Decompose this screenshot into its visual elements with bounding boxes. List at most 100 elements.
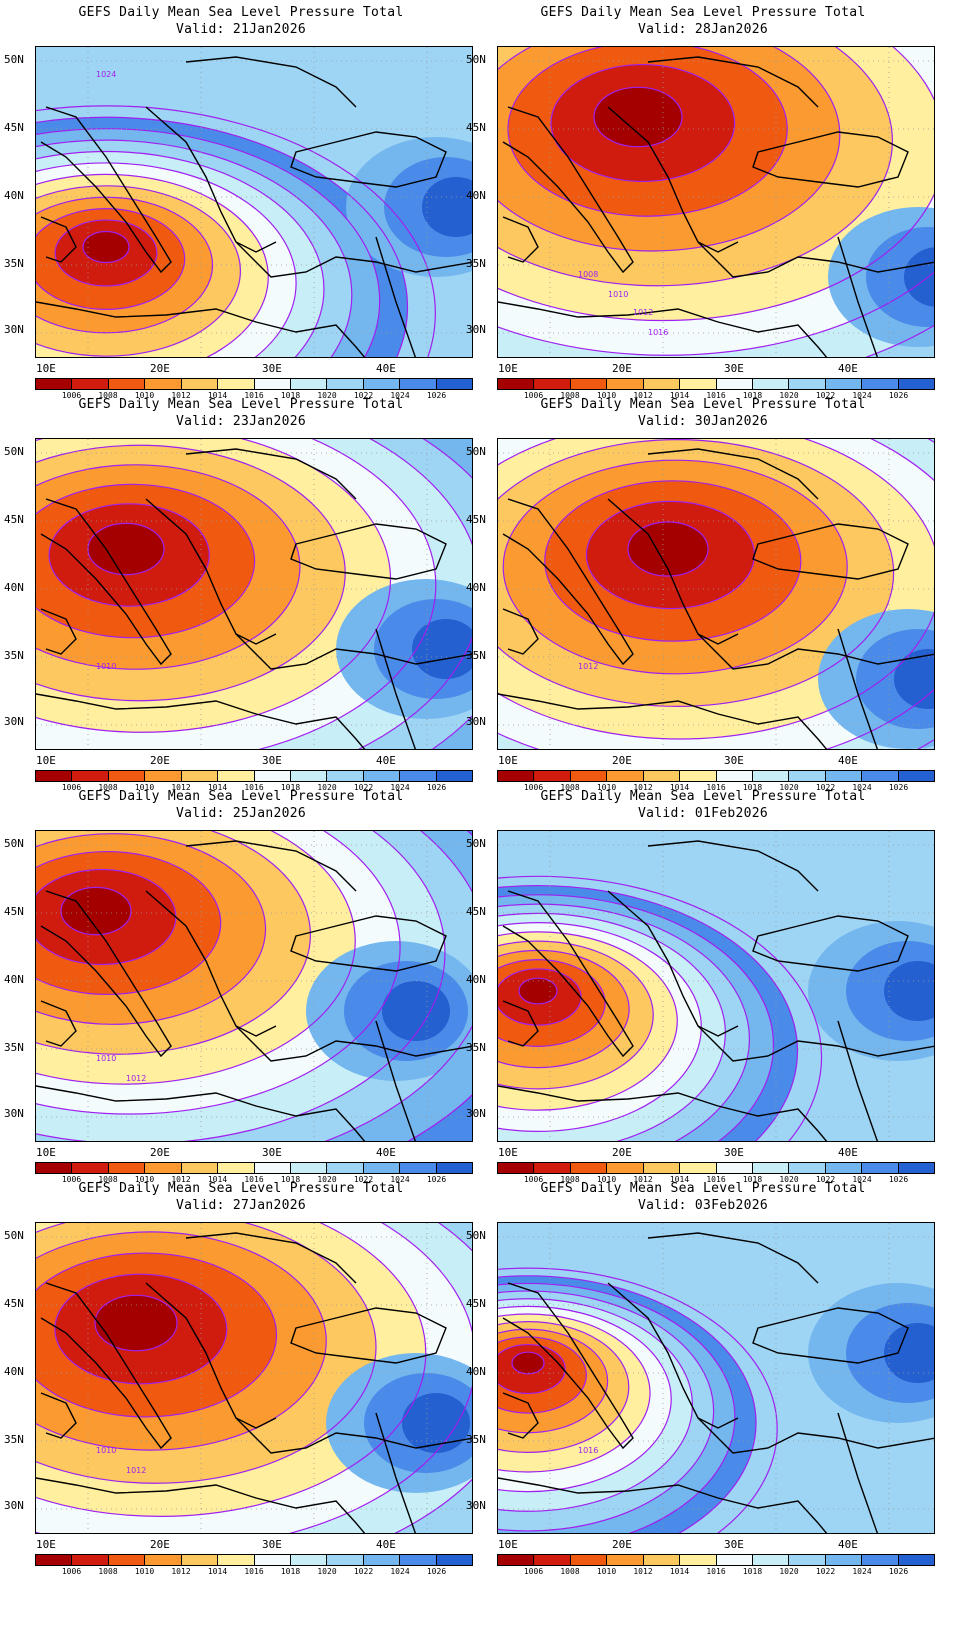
map-panel: GEFS Daily Mean Sea Level Pressure Total… xyxy=(0,392,482,802)
latitude-label: 35N xyxy=(466,649,486,662)
coastline xyxy=(290,1307,447,1364)
colorbar-label: 1022 xyxy=(353,1175,374,1184)
pressure-band xyxy=(88,523,164,575)
contour-label: 1012 xyxy=(578,662,598,671)
coastline xyxy=(145,498,277,645)
coastline xyxy=(36,301,366,357)
coastline xyxy=(752,523,909,580)
colorbar-swatch xyxy=(400,1163,437,1173)
colorbar-label: 1026 xyxy=(426,391,447,400)
latitude-label: 45N xyxy=(466,513,486,526)
pressure-map xyxy=(497,830,935,1142)
isobar-line xyxy=(36,1231,327,1451)
colorbar-swatch xyxy=(36,1163,73,1173)
colorbar-swatch xyxy=(680,1555,717,1565)
latitude-label: 35N xyxy=(4,1041,24,1054)
contour-label: 1016 xyxy=(578,1446,598,1455)
latitude-label: 30N xyxy=(466,1107,486,1120)
colorbar-swatch xyxy=(680,1163,717,1173)
coastline xyxy=(607,498,739,645)
colorbar-swatch xyxy=(145,1163,182,1173)
coastline xyxy=(40,106,172,274)
pressure-band xyxy=(594,87,682,147)
coastline xyxy=(607,1282,739,1429)
colorbar-label: 1008 xyxy=(560,1567,580,1576)
panel-valid-date: Valid: 30Jan2026 xyxy=(637,414,769,429)
colorbar-label: 1006 xyxy=(61,391,82,400)
isobar-line xyxy=(36,162,297,357)
longitude-label: 30E xyxy=(724,754,744,767)
colorbar-swatch xyxy=(254,1555,291,1565)
isobar-line xyxy=(258,439,437,749)
coastline xyxy=(502,106,634,274)
colorbar-swatch xyxy=(218,1163,255,1173)
panel-valid-date: Valid: 23Jan2026 xyxy=(175,414,307,429)
colorbar-label: 1010 xyxy=(596,1567,617,1576)
coastline xyxy=(837,1412,879,1533)
isobar-line xyxy=(498,1282,736,1533)
isobar-line xyxy=(36,150,325,357)
colorbar-swatch xyxy=(145,771,182,781)
isobar-line xyxy=(54,219,158,287)
isobar-line xyxy=(36,464,301,670)
isobar-line xyxy=(36,833,267,1025)
colorbar-label: 1020 xyxy=(779,783,799,792)
coastline xyxy=(40,890,172,1058)
colorbar-label: 1026 xyxy=(426,1567,447,1576)
colorbar-swatch xyxy=(789,1163,826,1173)
colorbar-swatch xyxy=(436,1163,473,1173)
coastline xyxy=(235,1025,472,1062)
latitude-label: 30N xyxy=(4,715,24,728)
contour-label: 1010 xyxy=(608,290,628,299)
high-pressure-band xyxy=(402,1393,470,1453)
contour-label: 1016 xyxy=(648,328,668,337)
colorbar-swatch xyxy=(534,1555,571,1565)
colorbar-label: 1020 xyxy=(779,391,799,400)
isobar-line xyxy=(498,894,774,1141)
colorbar-swatch xyxy=(825,771,863,781)
isobar-line xyxy=(60,886,132,936)
high-pressure-band xyxy=(866,227,934,327)
colorbar-label: 1026 xyxy=(426,1175,447,1184)
isobar-line xyxy=(498,931,678,1111)
isobar-line xyxy=(36,208,186,310)
colorbar-swatch xyxy=(498,379,535,389)
coastline xyxy=(502,216,539,263)
colorbar-label: 1014 xyxy=(669,391,690,400)
high-pressure-band xyxy=(884,961,934,1021)
colorbar-label: 1022 xyxy=(353,783,374,792)
contour-label: 1012 xyxy=(633,308,653,317)
colorbar-swatch xyxy=(498,1163,535,1173)
longitude-label: 40E xyxy=(838,362,858,375)
colorbar-label: 1022 xyxy=(815,1567,836,1576)
latitude-label: 45N xyxy=(4,513,24,526)
longitude-label: 10E xyxy=(36,1146,56,1159)
colorbar-label: 1008 xyxy=(560,391,580,400)
isobar-line xyxy=(36,1252,278,1418)
colorbar-label: 1018 xyxy=(742,783,763,792)
longitude-label: 30E xyxy=(724,1146,744,1159)
colorbar xyxy=(35,1554,473,1566)
coastline xyxy=(502,498,634,666)
coastline xyxy=(502,890,634,1058)
longitude-label: 30E xyxy=(262,1146,282,1159)
longitude-label: 20E xyxy=(612,1538,632,1551)
isobar-line xyxy=(498,1313,651,1473)
colorbar-swatch xyxy=(400,771,437,781)
colorbar-swatch xyxy=(218,379,255,389)
colorbar xyxy=(497,378,935,390)
colorbar-swatch xyxy=(643,771,681,781)
colorbar-swatch xyxy=(570,1555,608,1565)
colorbar-label: 1026 xyxy=(888,391,909,400)
colorbar-swatch xyxy=(363,379,401,389)
latitude-label: 50N xyxy=(466,1229,486,1242)
colorbar-swatch xyxy=(181,379,219,389)
colorbar-label: 1016 xyxy=(244,1175,264,1184)
longitude-label: 10E xyxy=(36,754,56,767)
colorbar-label: 1010 xyxy=(134,1175,155,1184)
longitude-label: 10E xyxy=(36,362,56,375)
isobar-line xyxy=(498,1298,693,1512)
colorbar-label: 1016 xyxy=(706,783,726,792)
colorbar-label: 1026 xyxy=(888,783,909,792)
colorbar-swatch xyxy=(108,379,146,389)
